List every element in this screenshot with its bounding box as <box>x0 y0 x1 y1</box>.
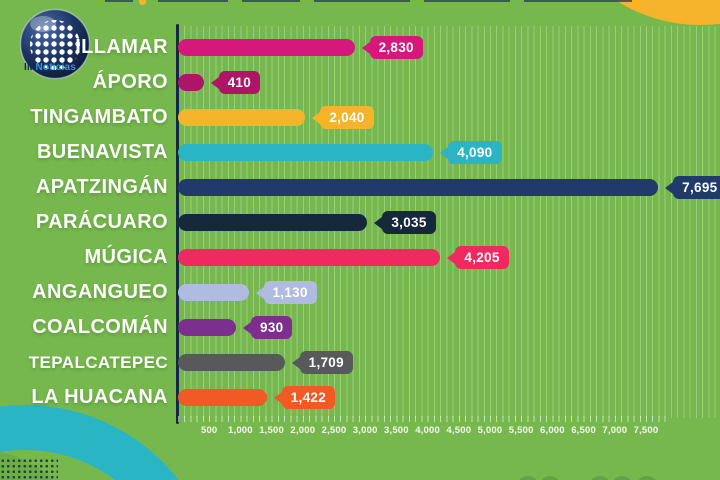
x-tick-label: 2,500 <box>321 425 347 436</box>
bar <box>178 214 368 231</box>
bubble-arrow-icon <box>665 181 674 194</box>
bar-row: ANGANGUEO 1,130 <box>0 275 720 310</box>
x-tick-label: 4,000 <box>415 425 440 436</box>
bar <box>178 389 267 406</box>
value-bubble: 7,695 <box>665 176 720 199</box>
bar <box>178 179 659 196</box>
category-label: ILLAMAR <box>75 36 168 58</box>
value-label: 1,422 <box>281 386 336 409</box>
x-tick-label: 7,000 <box>602 425 628 436</box>
value-label: 4,090 <box>448 141 502 164</box>
im-noticias-logo: IMNoticias <box>18 8 118 80</box>
logo-sphere-icon <box>19 8 91 80</box>
x-tick-label: 5,500 <box>508 425 534 436</box>
bubble-arrow-icon <box>440 146 449 159</box>
bubble-arrow-icon <box>447 251 456 264</box>
x-tick-label: 1,000 <box>228 425 253 436</box>
logo-text-im: IM <box>24 62 36 73</box>
category-label: MÚGICA <box>84 246 168 268</box>
bar <box>178 109 306 126</box>
x-tick-label: 1,500 <box>259 425 284 436</box>
value-bubble: 1,130 <box>255 281 317 304</box>
value-label: 3,035 <box>382 211 436 234</box>
x-tick-label: 6,000 <box>540 425 565 436</box>
x-tick-label: 5,000 <box>477 425 503 436</box>
category-label: BUENAVISTA <box>36 141 168 163</box>
value-bubble: 4,205 <box>447 246 509 269</box>
category-label: TEPALCATEPEC <box>28 353 168 372</box>
value-label: 930 <box>251 316 293 339</box>
value-label: 1,130 <box>263 281 317 304</box>
x-tick-label: 500 <box>200 425 218 436</box>
bubble-arrow-icon <box>361 41 370 54</box>
category-label: APATZINGÁN <box>35 176 168 198</box>
bubble-arrow-icon <box>243 321 252 334</box>
x-tick-label: 4,500 <box>446 425 472 436</box>
x-tick-label: 2,000 <box>290 425 316 436</box>
bar-row: TEPALCATEPEC 1,709 <box>0 345 720 380</box>
value-bubble: 4,090 <box>440 141 502 164</box>
value-label: 1,709 <box>299 351 353 374</box>
category-label: LA HUACANA <box>31 386 168 408</box>
corner-yellow-circle <box>545 0 720 25</box>
bar-row: BUENAVISTA 4,090 <box>0 135 720 170</box>
bar <box>178 319 237 336</box>
category-label: ANGANGUEO <box>32 281 168 303</box>
bubble-arrow-icon <box>273 391 282 404</box>
bubble-arrow-icon <box>374 216 383 229</box>
bar <box>178 284 249 301</box>
bar <box>178 249 441 266</box>
x-tick-label: 7,500 <box>633 425 659 436</box>
value-bubble: 3,035 <box>374 211 436 234</box>
value-bubble: 930 <box>243 316 293 339</box>
bar-row: ILLAMAR 2,830 <box>0 30 720 65</box>
bar <box>178 74 204 91</box>
y-axis-line <box>176 24 179 424</box>
category-label: COALCOMÁN <box>32 316 168 338</box>
value-bubble: 2,040 <box>312 106 374 129</box>
category-label: PARÁCUARO <box>35 211 168 233</box>
x-tick-label: 3,000 <box>352 425 378 436</box>
value-label: 4,205 <box>455 246 509 269</box>
bubble-arrow-icon <box>312 111 321 124</box>
bar <box>178 354 285 371</box>
cropped-title-accent <box>139 0 146 5</box>
logo-wordmark: IMNoticias <box>24 62 76 73</box>
x-tick-label: 6,500 <box>571 425 596 436</box>
bubble-arrow-icon <box>255 286 264 299</box>
value-bubble: 1,709 <box>291 351 353 374</box>
bar <box>178 39 355 56</box>
value-bubble: 2,830 <box>361 36 423 59</box>
value-label: 2,830 <box>369 36 423 59</box>
bubble-arrow-icon <box>210 76 219 89</box>
x-axis-minor-ticks <box>178 416 670 422</box>
category-label: ÁPORO <box>92 71 168 93</box>
bar-row: LA HUACANA 1,422 <box>0 380 720 415</box>
bar-row: PARÁCUARO 3,035 <box>0 205 720 240</box>
category-label: TINGAMBATO <box>30 106 168 128</box>
bar-row: TINGAMBATO 2,040 <box>0 100 720 135</box>
halftone-dots-pattern <box>0 458 58 480</box>
x-tick-label: 3,500 <box>384 425 409 436</box>
value-bubble: 1,422 <box>273 386 336 409</box>
bar-row: APATZINGÁN 7,695 <box>0 170 720 205</box>
bar <box>178 144 434 161</box>
value-label: 410 <box>218 71 261 94</box>
value-label: 2,040 <box>320 106 374 129</box>
bar-row: COALCOMÁN 930 <box>0 310 720 345</box>
logo-text-noticias: Noticias <box>35 62 77 73</box>
value-bubble: 410 <box>210 71 261 94</box>
value-label: 7,695 <box>673 176 720 199</box>
bar-row: MÚGICA 4,205 <box>0 240 720 275</box>
bubble-arrow-icon <box>291 356 300 369</box>
bar-row: ÁPORO 410 <box>0 65 720 100</box>
